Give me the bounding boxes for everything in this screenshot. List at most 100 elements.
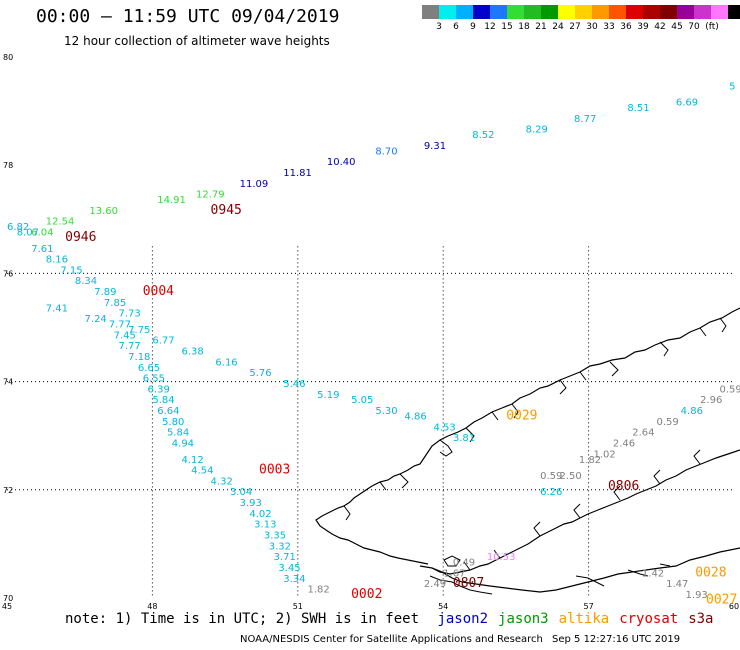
color-swatch <box>422 5 439 19</box>
latitude-label: 72 <box>3 486 13 495</box>
wave-height-value: 5.05 <box>351 395 373 406</box>
wave-height-value: 6.38 <box>181 347 203 358</box>
wave-height-value: 5.84 <box>167 428 189 439</box>
pass-time-label: 0027 <box>706 592 737 607</box>
wave-height-value: 10.53 <box>487 552 516 563</box>
mission-name: jason3 <box>498 611 549 627</box>
latitude-label: 76 <box>3 269 13 278</box>
color-scale-tick: 70 <box>688 22 700 32</box>
latitude-label: 74 <box>3 378 13 387</box>
mission-legend: jason2 jason3 altika cryosat s3a <box>437 611 723 627</box>
southern-islands <box>429 555 671 595</box>
color-scale-tick: 3 <box>436 22 442 32</box>
novaya-zemlya-east-coast <box>431 449 740 575</box>
pass-time-label: 0806 <box>608 479 639 494</box>
wave-height-value: 5.76 <box>249 368 271 379</box>
color-swatch <box>728 5 740 19</box>
wave-height-value: 14.91 <box>157 195 186 206</box>
legend-note: note: 1) Time is in UTC; 2) SWH is in fe… <box>65 611 734 627</box>
color-swatch <box>592 5 609 19</box>
generated-timestamp: Sep 5 12:27:16 UTC 2019 <box>552 634 681 645</box>
color-swatch <box>609 5 626 19</box>
wave-height-value: 3.71 <box>274 552 296 563</box>
mission-name: cryosat <box>619 611 679 627</box>
color-scale-tick: 9 <box>470 22 476 32</box>
wave-height-value: 3.04 <box>230 487 252 498</box>
color-scale-tick: 42 <box>654 22 666 32</box>
wave-height-value: 7.61 <box>31 244 53 255</box>
wave-height-value: 7.18 <box>128 352 150 363</box>
map-subtitle: 12 hour collection of altimeter wave hei… <box>64 34 330 48</box>
southern-coastline <box>419 547 740 593</box>
wave-height-value: 2.49 <box>424 579 446 590</box>
pass-time-label: 0807 <box>453 576 484 591</box>
longitude-label: 54 <box>438 602 448 611</box>
longitude-label: 48 <box>147 602 157 611</box>
wave-height-value: 3.81 <box>453 433 475 444</box>
wave-height-value: 5.46 <box>283 379 305 390</box>
pass-time-label: 0004 <box>143 284 174 299</box>
wave-height-value: 3.13 <box>254 520 276 531</box>
wave-height-value: 7.75 <box>128 325 150 336</box>
longitude-label: 51 <box>293 602 303 611</box>
color-scale-tick: 24 <box>552 22 564 32</box>
wave-height-value: 1.42 <box>642 568 664 579</box>
color-scale-tick: 21 <box>535 22 547 32</box>
pass-time-labels: 0945 0946 0004 0029 0003 0806 0807 0002 0028 0027 <box>65 203 737 608</box>
wave-height-value: 7.77 <box>118 341 140 352</box>
color-scale-bar <box>422 5 740 19</box>
color-swatch <box>507 5 524 19</box>
wave-height-value: 1.67 <box>443 568 465 579</box>
wave-height-value: 1.82 <box>307 585 329 596</box>
color-swatch <box>694 5 711 19</box>
novaya-zemlya-north-coast <box>315 307 740 565</box>
color-scale-tick: 15 <box>501 22 513 32</box>
latitude-label: 80 <box>3 53 13 62</box>
wave-height-value: 4.94 <box>172 439 194 450</box>
wave-height-value: 2.64 <box>632 428 654 439</box>
wave-height-value: 7.15 <box>60 265 82 276</box>
wave-height-value: 0.59 <box>540 471 562 482</box>
wave-height-value: 2.46 <box>613 439 635 450</box>
color-swatch <box>626 5 643 19</box>
wave-height-value: 6.64 <box>157 406 179 417</box>
map-title: 00:00 – 11:59 UTC 09/04/2019 <box>36 6 340 27</box>
wave-height-value: 7.85 <box>104 298 126 309</box>
wave-height-value: 9.31 <box>424 141 446 152</box>
color-scale-tick: 39 <box>637 22 649 32</box>
wave-height-value: 12.79 <box>196 190 225 201</box>
wave-height-value: 1.02 <box>593 449 615 460</box>
mission-name: s3a <box>688 611 714 627</box>
color-swatch <box>439 5 456 19</box>
wave-height-value: 4.32 <box>211 476 233 487</box>
wave-height-value: 8.34 <box>75 276 97 287</box>
wave-height-value: 7.45 <box>114 330 136 341</box>
color-scale-tick: 12 <box>484 22 496 32</box>
wave-height-value: 5.30 <box>375 406 397 417</box>
wave-height-value: 8.29 <box>526 125 548 136</box>
wave-height-value: 3.45 <box>278 563 300 574</box>
latitude-label: 78 <box>3 161 13 170</box>
wave-height-value: 8.51 <box>627 103 649 114</box>
color-swatch <box>456 5 473 19</box>
color-scale-tick: 45 <box>671 22 683 32</box>
color-swatch <box>490 5 507 19</box>
wave-height-value: 5.80 <box>162 417 184 428</box>
wave-height-value: 3.93 <box>240 498 262 509</box>
wave-height-value: 6.69 <box>676 98 698 109</box>
wave-height-value: 3.32 <box>269 541 291 552</box>
color-swatch <box>541 5 558 19</box>
wave-height-value: 8.07 <box>17 228 39 239</box>
wave-height-value: 6.65 <box>138 363 160 374</box>
wave-height-value: 7.41 <box>46 303 68 314</box>
longitude-label: 60 <box>729 602 739 611</box>
latitude-label: 70 <box>3 594 13 603</box>
color-scale-unit: (ft) <box>705 22 719 32</box>
wave-height-value: 5.84 <box>152 395 174 406</box>
wave-height-value: 2.96 <box>700 395 722 406</box>
color-scale-tick: 6 <box>453 22 459 32</box>
color-swatch <box>558 5 575 19</box>
color-scale-tick: 18 <box>518 22 530 32</box>
